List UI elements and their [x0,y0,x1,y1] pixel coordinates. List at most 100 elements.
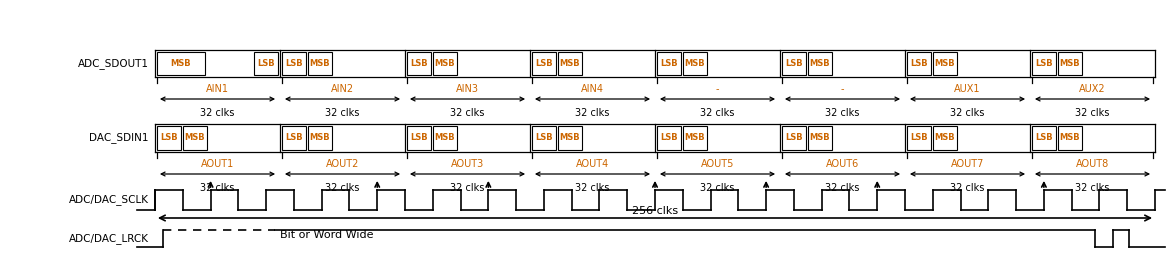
Text: MSB: MSB [309,134,330,143]
Text: Bit or Word Wide: Bit or Word Wide [280,230,374,240]
Text: LSB: LSB [660,134,677,143]
Text: 32 clks: 32 clks [450,108,485,118]
Bar [1033,126,1056,150]
Bar [407,126,430,150]
Text: -: - [841,84,844,94]
Text: AIN1: AIN1 [206,84,229,94]
Text: ADC_SDOUT1: ADC_SDOUT1 [78,58,149,69]
Bar [683,52,707,75]
Text: AOUT7: AOUT7 [951,159,984,169]
Bar [1033,52,1056,75]
Text: AIN3: AIN3 [456,84,479,94]
Bar [1058,52,1082,75]
Bar [907,52,931,75]
Text: 32 clks: 32 clks [701,183,735,193]
Bar [158,126,181,150]
Text: LSB: LSB [535,134,553,143]
Text: 32 clks: 32 clks [326,183,360,193]
Bar [254,52,278,75]
Text: LSB: LSB [410,134,428,143]
Text: MSB: MSB [810,134,830,143]
Text: -: - [716,84,720,94]
Text: LSB: LSB [1035,60,1053,69]
Text: AOUT1: AOUT1 [201,159,234,169]
Bar [782,52,806,75]
Text: LSB: LSB [535,60,553,69]
Text: AUX1: AUX1 [954,84,981,94]
Text: 32 clks: 32 clks [200,108,235,118]
Text: MSB: MSB [309,60,330,69]
Bar [557,52,582,75]
Bar [308,126,332,150]
Text: LSB: LSB [786,60,803,69]
Text: 32 clks: 32 clks [826,108,860,118]
Bar [532,126,556,150]
Text: MSB: MSB [1060,60,1081,69]
Bar [407,52,430,75]
Text: MSB: MSB [185,134,206,143]
Bar [433,52,457,75]
Text: MSB: MSB [810,60,830,69]
Text: LSB: LSB [286,60,302,69]
Text: 32 clks: 32 clks [950,183,984,193]
Bar [433,126,457,150]
Bar [282,52,306,75]
Text: DAC_SDIN1: DAC_SDIN1 [89,132,149,143]
Text: MSB: MSB [435,60,455,69]
Text: AOUT3: AOUT3 [450,159,485,169]
Text: MSB: MSB [171,60,192,69]
Bar [907,126,931,150]
Text: LSB: LSB [160,134,178,143]
Bar [808,52,831,75]
Text: 32 clks: 32 clks [200,183,235,193]
Text: ADC/DAC_LRCK: ADC/DAC_LRCK [69,234,149,245]
Text: 32 clks: 32 clks [950,108,984,118]
Text: 32 clks: 32 clks [575,108,609,118]
Text: MSB: MSB [684,60,706,69]
Text: AOUT8: AOUT8 [1076,159,1109,169]
Text: MSB: MSB [1060,134,1081,143]
Text: LSB: LSB [1035,134,1053,143]
Text: ADC/DAC_SCLK: ADC/DAC_SCLK [69,194,149,205]
Bar [657,52,681,75]
Text: LSB: LSB [286,134,302,143]
Bar [808,126,831,150]
Bar [557,126,582,150]
Bar [683,126,707,150]
Text: AOUT4: AOUT4 [576,159,609,169]
Text: MSB: MSB [560,134,580,143]
Text: AIN4: AIN4 [581,84,604,94]
Text: 32 clks: 32 clks [701,108,735,118]
Text: 32 clks: 32 clks [450,183,485,193]
Bar [657,126,681,150]
Text: LSB: LSB [910,134,928,143]
Text: LSB: LSB [786,134,803,143]
Text: AIN2: AIN2 [330,84,354,94]
Text: AOUT5: AOUT5 [701,159,734,169]
Bar [532,52,556,75]
Text: 32 clks: 32 clks [326,108,360,118]
Text: MSB: MSB [935,60,955,69]
Text: LSB: LSB [910,60,928,69]
Text: LSB: LSB [410,60,428,69]
Text: LSB: LSB [660,60,677,69]
Text: MSB: MSB [435,134,455,143]
Bar [308,52,332,75]
Bar [782,126,806,150]
Text: 256 clks: 256 clks [632,206,679,216]
Text: AOUT2: AOUT2 [326,159,359,169]
Text: 32 clks: 32 clks [826,183,860,193]
Text: 32 clks: 32 clks [1075,183,1110,193]
Text: MSB: MSB [560,60,580,69]
Bar [1058,126,1082,150]
Text: MSB: MSB [684,134,706,143]
Text: 32 clks: 32 clks [1075,108,1110,118]
Bar [933,126,957,150]
Text: LSB: LSB [258,60,275,69]
Bar [933,52,957,75]
Text: MSB: MSB [935,134,955,143]
Text: AUX2: AUX2 [1080,84,1105,94]
Bar [158,52,205,75]
Text: AOUT6: AOUT6 [826,159,860,169]
Bar [183,126,207,150]
